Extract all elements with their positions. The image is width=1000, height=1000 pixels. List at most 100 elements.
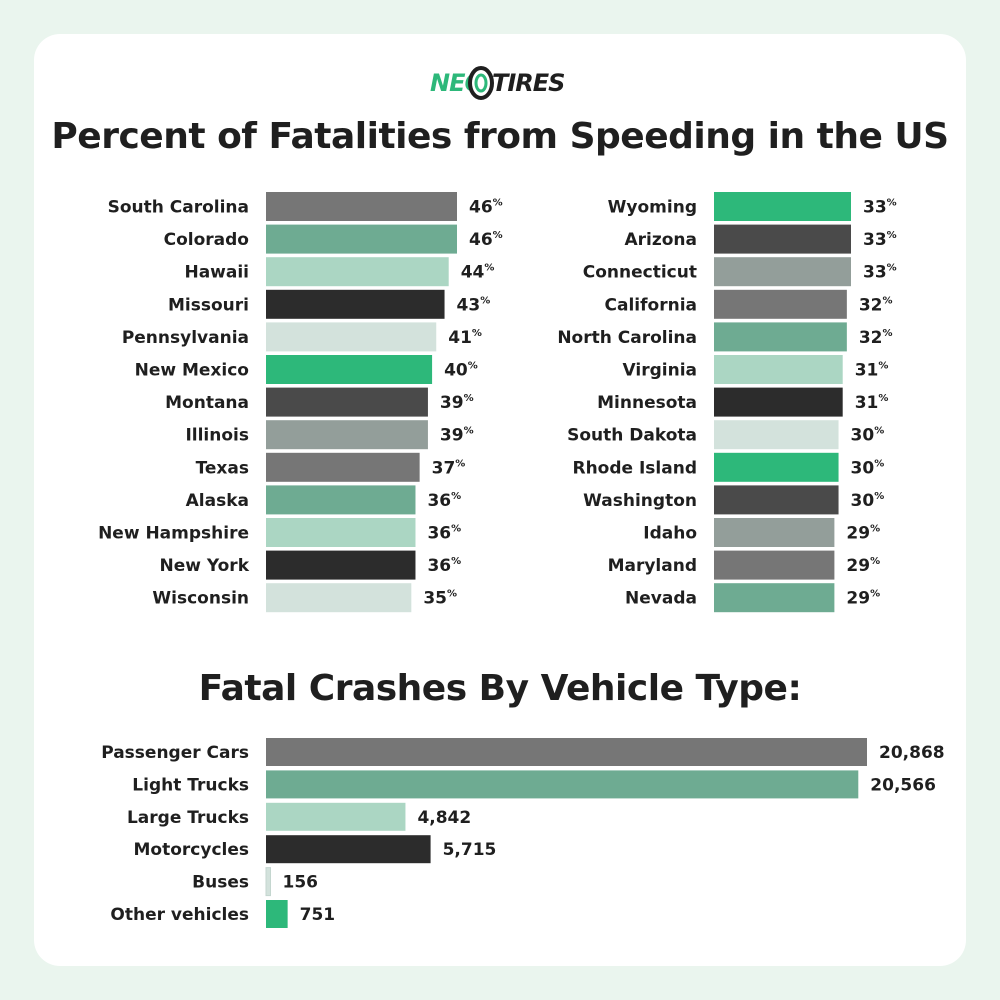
category-label-idaho: Idaho (643, 524, 697, 544)
bar-idaho (714, 518, 835, 547)
value-label-light-trucks: 20,566 (870, 775, 936, 795)
category-label-nevada: Nevada (625, 589, 697, 609)
value-number: 37 (432, 458, 456, 478)
category-label-washington: Washington (583, 491, 697, 511)
category-label-connecticut: Connecticut (583, 263, 697, 283)
bar-south-carolina (266, 192, 457, 221)
value-number: 35 (423, 589, 447, 609)
neotires-logo: NEO TIRES (430, 64, 570, 102)
bar-arizona (714, 224, 851, 254)
value-label-large-trucks: 4,842 (417, 808, 471, 828)
bar-new-york (266, 550, 416, 580)
category-label-missouri: Missouri (168, 295, 249, 315)
value-number: 36 (427, 491, 451, 511)
value-label-texas: 37% (432, 458, 466, 478)
percent-unit: % (464, 393, 474, 404)
value-label-wyoming: 33% (863, 198, 897, 218)
value-number: 46 (469, 230, 493, 250)
bar-light-trucks (266, 770, 859, 799)
value-label-rhode-island: 30% (851, 458, 885, 478)
category-label-other-vehicles: Other vehicles (110, 905, 249, 925)
category-label-buses: Buses (192, 873, 249, 893)
category-label-rhode-island: Rhode Island (572, 458, 697, 478)
value-label-nevada: 29% (846, 589, 880, 609)
category-label-illinois: Illinois (185, 426, 249, 446)
percent-unit: % (484, 263, 494, 274)
percent-unit: % (464, 426, 474, 437)
category-label-california: California (605, 295, 697, 315)
bar-minnesota (714, 387, 843, 417)
percent-unit: % (870, 556, 880, 567)
value-label-connecticut: 33% (863, 263, 897, 283)
percent-unit: % (451, 524, 461, 535)
category-label-minnesota: Minnesota (597, 393, 697, 413)
bar-maryland (714, 550, 835, 580)
value-label-california: 32% (859, 295, 893, 315)
value-label-south-carolina: 46% (469, 198, 503, 218)
percent-unit: % (874, 491, 884, 502)
speeding-chart-title: Percent of Fatalities from Speeding in t… (51, 116, 949, 157)
vehicle-chart-title: Fatal Crashes By Vehicle Type: (198, 668, 802, 709)
value-label-missouri: 43% (457, 295, 491, 315)
bar-north-carolina (714, 322, 847, 352)
value-label-wisconsin: 35% (423, 589, 457, 609)
percent-unit: % (874, 458, 884, 469)
percent-unit: % (878, 393, 888, 404)
value-label-illinois: 39% (440, 426, 474, 446)
category-label-south-dakota: South Dakota (567, 426, 697, 446)
bar-wyoming (714, 192, 851, 221)
category-label-wisconsin: Wisconsin (152, 589, 249, 609)
value-number: 40 (444, 361, 468, 381)
category-label-maryland: Maryland (608, 556, 697, 576)
bar-other-vehicles (266, 900, 288, 928)
value-label-other-vehicles: 751 (300, 905, 336, 925)
bar-south-dakota (714, 420, 839, 450)
bar-california (714, 289, 847, 319)
bar-hawaii (266, 257, 449, 287)
value-number: 30 (851, 426, 875, 446)
percent-unit: % (451, 491, 461, 502)
category-label-new-mexico: New Mexico (135, 361, 249, 381)
value-label-virginia: 31% (855, 361, 889, 381)
category-label-colorado: Colorado (164, 230, 249, 250)
value-label-buses: 156 (282, 873, 318, 893)
value-number: 33 (863, 230, 887, 250)
value-number: 39 (440, 393, 464, 413)
category-label-motorcycles: Motorcycles (134, 840, 250, 860)
value-number: 36 (427, 524, 451, 544)
percent-unit: % (468, 361, 478, 372)
bar-nevada (714, 583, 835, 613)
bar-rhode-island (714, 452, 839, 482)
bar-alaska (266, 485, 416, 515)
category-label-pennsylvania: Pennsylvania (122, 328, 249, 348)
category-label-hawaii: Hawaii (184, 263, 249, 283)
bar-motorcycles (266, 835, 431, 864)
value-number: 32 (859, 328, 883, 348)
percent-unit: % (874, 426, 884, 437)
category-label-texas: Texas (196, 458, 249, 478)
value-label-maryland: 29% (846, 556, 880, 576)
percent-unit: % (887, 230, 897, 241)
value-label-colorado: 46% (469, 230, 503, 250)
logo-text-tires: TIRES (492, 69, 565, 97)
bar-large-trucks (266, 802, 406, 831)
value-label-minnesota: 31% (855, 393, 889, 413)
value-number: 46 (469, 198, 493, 218)
value-label-passenger-cars: 20,868 (879, 743, 945, 763)
value-number: 44 (461, 263, 485, 283)
category-label-montana: Montana (165, 393, 249, 413)
bar-texas (266, 452, 420, 482)
bar-washington (714, 485, 839, 515)
tire-icon (468, 66, 494, 100)
value-number: 41 (448, 328, 472, 348)
value-label-north-carolina: 32% (859, 328, 893, 348)
value-number: 29 (846, 589, 870, 609)
bar-missouri (266, 289, 445, 319)
bar-virginia (714, 355, 843, 384)
percent-unit: % (451, 556, 461, 567)
value-number: 30 (851, 458, 875, 478)
category-label-passenger-cars: Passenger Cars (101, 743, 249, 763)
percent-unit: % (455, 458, 465, 469)
value-number: 39 (440, 426, 464, 446)
value-label-south-dakota: 30% (851, 426, 885, 446)
